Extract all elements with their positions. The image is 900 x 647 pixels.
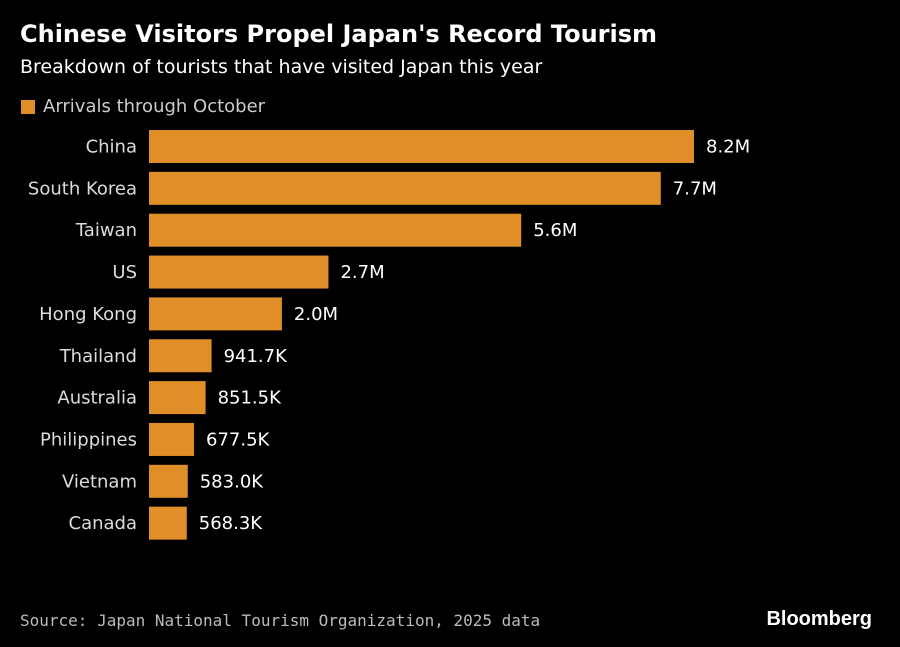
category-label: South Korea	[28, 178, 137, 199]
chart-subtitle: Breakdown of tourists that have visited …	[20, 56, 543, 78]
bar	[149, 464, 188, 498]
bar	[149, 171, 661, 205]
value-label: 851.5K	[218, 388, 283, 409]
category-label: Australia	[57, 388, 137, 409]
value-label: 677.5K	[206, 429, 271, 450]
category-label: US	[112, 262, 137, 283]
bar	[149, 506, 187, 540]
value-label: 568.3K	[199, 513, 264, 534]
category-label: Canada	[69, 513, 138, 534]
bar	[149, 339, 212, 373]
chart-title: Chinese Visitors Propel Japan's Record T…	[20, 20, 658, 48]
value-label: 2.0M	[294, 304, 338, 325]
bar	[149, 422, 195, 456]
bar	[149, 130, 694, 163]
category-label: Vietnam	[62, 471, 137, 492]
source-note: Source: Japan National Tourism Organizat…	[20, 611, 541, 630]
legend-label: Arrivals through October	[43, 96, 266, 117]
bar	[149, 255, 329, 289]
category-label: Thailand	[59, 346, 137, 367]
legend: Arrivals through October	[21, 96, 265, 117]
category-label: Philippines	[40, 429, 137, 450]
bloomberg-logo: Bloomberg	[766, 608, 872, 630]
bar-chart: China 8.2M South Korea 7.7M Taiwan 5.6M US 2.7M…	[28, 130, 750, 540]
bar	[149, 381, 206, 415]
category-label: Taiwan	[75, 220, 137, 241]
value-label: 2.7M	[340, 262, 384, 283]
bar	[149, 213, 522, 247]
value-label: 7.7M	[673, 178, 717, 199]
value-label: 941.7K	[224, 346, 289, 367]
legend-swatch	[21, 99, 35, 114]
category-label: China	[86, 137, 137, 158]
bar	[149, 297, 282, 331]
value-label: 583.0K	[200, 471, 265, 492]
category-label: Hong Kong	[39, 304, 137, 325]
value-label: 5.6M	[533, 220, 577, 241]
value-label: 8.2M	[706, 137, 750, 158]
